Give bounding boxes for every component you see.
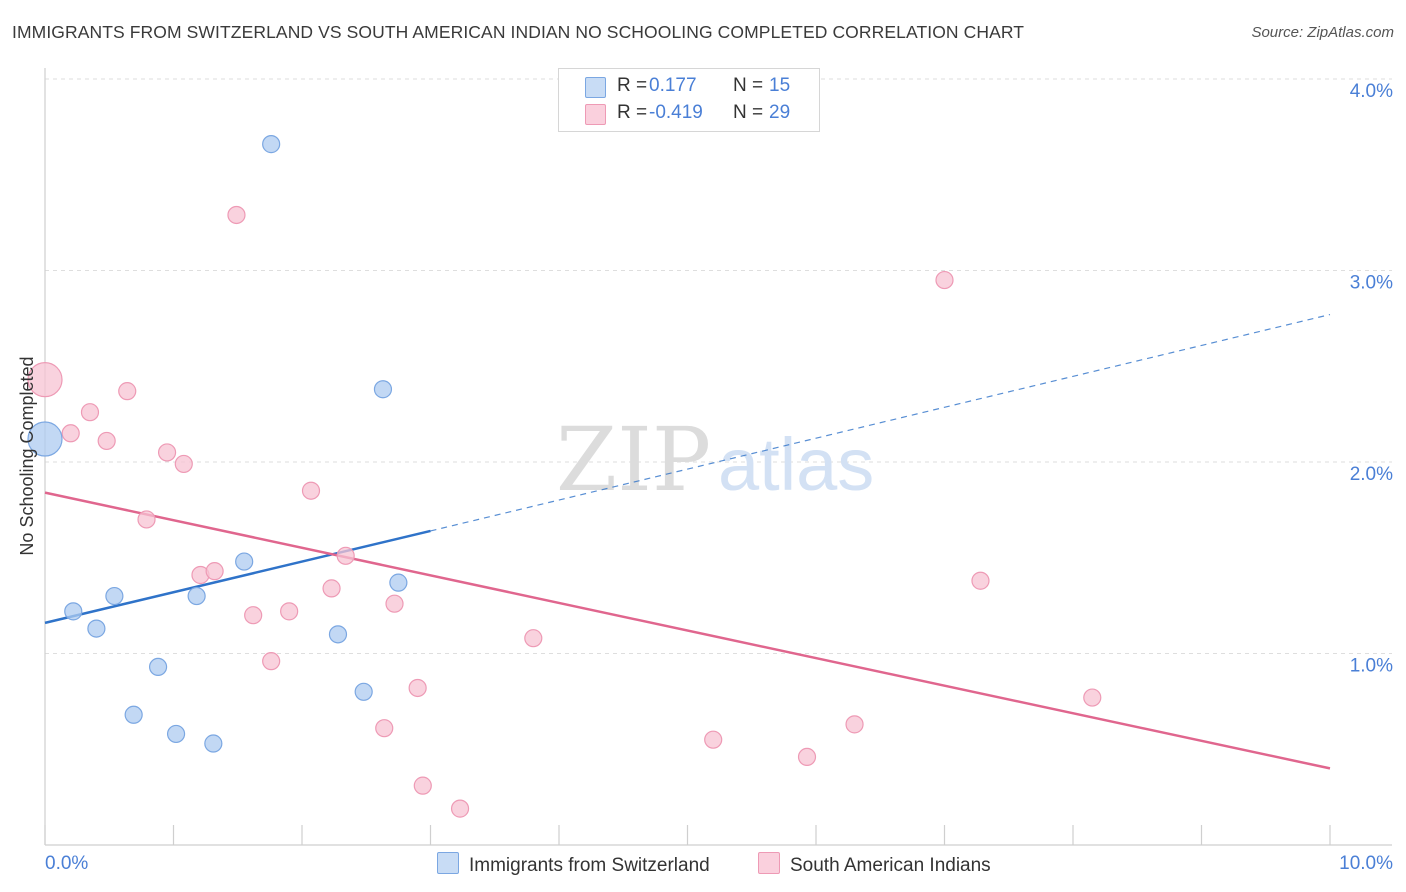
point-south-american-indians bbox=[375, 719, 394, 738]
point-south-american-indians bbox=[174, 454, 193, 474]
point-south-american-indians bbox=[118, 382, 137, 401]
legend-row-switzerland: R = 0.177 N = 15 bbox=[559, 74, 819, 100]
correlation-legend: R = 0.177 N = 15 R = -0.419 N = 29 bbox=[558, 68, 820, 132]
legend-r-label: R = bbox=[617, 102, 648, 123]
legend-item-switzerland: Immigrants from Switzerland bbox=[437, 852, 710, 877]
y-axis-label: No Schooling Completed bbox=[17, 356, 37, 555]
legend-r-value: 0.177 bbox=[649, 75, 697, 96]
point-switzerland bbox=[64, 602, 83, 621]
point-south-american-indians bbox=[157, 443, 177, 462]
y-tick-label: 4.0% bbox=[1350, 81, 1393, 102]
legend-row-south-american-indians: R = -0.419 N = 29 bbox=[559, 101, 819, 127]
point-switzerland bbox=[148, 657, 168, 677]
trend-line-switzerland-extension bbox=[430, 313, 1331, 532]
point-south-american-indians bbox=[137, 510, 156, 529]
point-switzerland bbox=[124, 705, 143, 724]
point-south-american-indians bbox=[385, 594, 404, 613]
point-switzerland bbox=[235, 552, 254, 571]
x-tick-label: 10.0% bbox=[1339, 853, 1393, 874]
point-south-american-indians bbox=[322, 579, 341, 598]
point-switzerland bbox=[27, 421, 63, 457]
watermark: ZIP atlas bbox=[556, 408, 874, 511]
legend-n-value: 15 bbox=[769, 75, 791, 96]
point-south-american-indians bbox=[524, 629, 543, 648]
watermark-zip: ZIP bbox=[556, 408, 711, 511]
legend-swatch-blue bbox=[585, 77, 606, 98]
x-tick-label: 0.0% bbox=[45, 853, 88, 874]
y-tick-label: 2.0% bbox=[1350, 464, 1393, 485]
series-legend: Immigrants from Switzerland South Americ… bbox=[0, 852, 1406, 878]
point-south-american-indians bbox=[450, 799, 470, 818]
point-south-american-indians bbox=[413, 776, 432, 795]
point-switzerland bbox=[354, 682, 373, 701]
legend-r-value: -0.419 bbox=[649, 102, 703, 123]
trend-lines bbox=[44, 313, 1331, 770]
trend-line-switzerland bbox=[44, 529, 431, 625]
point-switzerland bbox=[373, 380, 393, 399]
point-south-american-indians bbox=[205, 562, 224, 581]
point-south-american-indians bbox=[27, 362, 63, 398]
point-south-american-indians bbox=[97, 431, 116, 451]
legend-n-label: N = bbox=[733, 102, 764, 123]
point-switzerland bbox=[166, 724, 186, 744]
tick-labels: 1.0% 2.0% 3.0% 4.0% 0.0% 10.0% bbox=[45, 81, 1393, 874]
y-tick-label: 3.0% bbox=[1350, 273, 1393, 294]
point-south-american-indians bbox=[971, 571, 990, 590]
legend-r-label: R = bbox=[617, 75, 648, 96]
legend-swatch-pink bbox=[585, 104, 606, 125]
point-switzerland bbox=[262, 135, 281, 154]
point-south-american-indians bbox=[280, 602, 299, 621]
point-south-american-indians bbox=[408, 678, 427, 698]
legend-swatch-pink bbox=[758, 852, 780, 874]
point-switzerland bbox=[105, 586, 124, 606]
point-switzerland bbox=[389, 573, 408, 592]
point-south-american-indians bbox=[704, 730, 723, 749]
legend-label-switzerland: Immigrants from Switzerland bbox=[469, 855, 710, 876]
point-south-american-indians bbox=[61, 424, 80, 443]
source-label: Source: ZipAtlas.com bbox=[1251, 24, 1394, 41]
point-south-american-indians bbox=[797, 747, 817, 767]
chart-title: IMMIGRANTS FROM SWITZERLAND VS SOUTH AME… bbox=[12, 22, 1025, 42]
point-switzerland bbox=[187, 586, 206, 606]
legend-label-south-american-indians: South American Indians bbox=[790, 855, 991, 876]
y-tick-label: 1.0% bbox=[1350, 656, 1393, 677]
point-south-american-indians bbox=[935, 270, 954, 290]
legend-n-label: N = bbox=[733, 75, 764, 96]
legend-item-south-american-indians: South American Indians bbox=[758, 852, 991, 877]
point-south-american-indians bbox=[80, 403, 100, 422]
point-south-american-indians bbox=[244, 606, 263, 625]
point-switzerland bbox=[328, 625, 348, 644]
point-south-american-indians bbox=[1083, 688, 1102, 707]
point-switzerland bbox=[204, 734, 223, 753]
point-south-american-indians bbox=[301, 481, 321, 500]
watermark-atlas: atlas bbox=[718, 423, 874, 506]
point-south-american-indians bbox=[336, 546, 355, 565]
data-points bbox=[27, 135, 1102, 818]
point-south-american-indians bbox=[845, 715, 864, 734]
trend-line-south-american-indians bbox=[44, 491, 1331, 770]
point-south-american-indians bbox=[227, 205, 246, 225]
legend-n-value: 29 bbox=[769, 102, 791, 123]
point-switzerland bbox=[87, 619, 106, 638]
point-south-american-indians bbox=[262, 652, 281, 671]
legend-swatch-blue bbox=[437, 852, 459, 874]
